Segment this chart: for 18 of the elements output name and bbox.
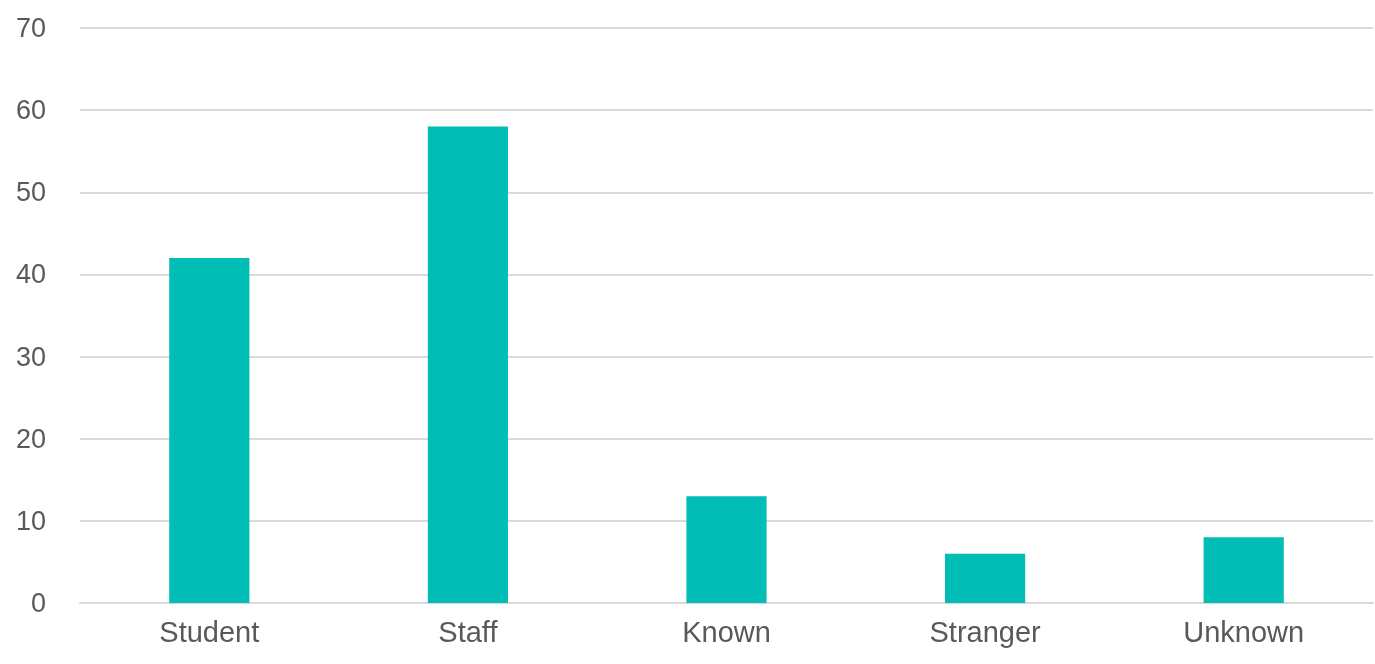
bar [1203, 537, 1284, 603]
bar [686, 496, 767, 603]
x-tick-label: Known [682, 615, 771, 648]
y-tick-label: 30 [15, 341, 46, 372]
x-tick-label: Student [159, 615, 260, 648]
y-tick-label: 40 [15, 259, 46, 290]
x-tick-label: Staff [438, 615, 499, 648]
y-tick-label: 0 [30, 588, 46, 618]
bar [427, 126, 508, 603]
y-tick-label: 60 [15, 95, 46, 126]
y-tick-label: 70 [15, 13, 46, 43]
x-tick-label: Stranger [929, 615, 1042, 648]
x-tick-label: Unknown [1183, 615, 1305, 648]
bar [945, 553, 1026, 603]
y-tick-label: 10 [15, 505, 46, 536]
y-tick-label: 50 [15, 177, 46, 208]
bar [169, 258, 250, 603]
y-tick-label: 20 [15, 423, 46, 454]
